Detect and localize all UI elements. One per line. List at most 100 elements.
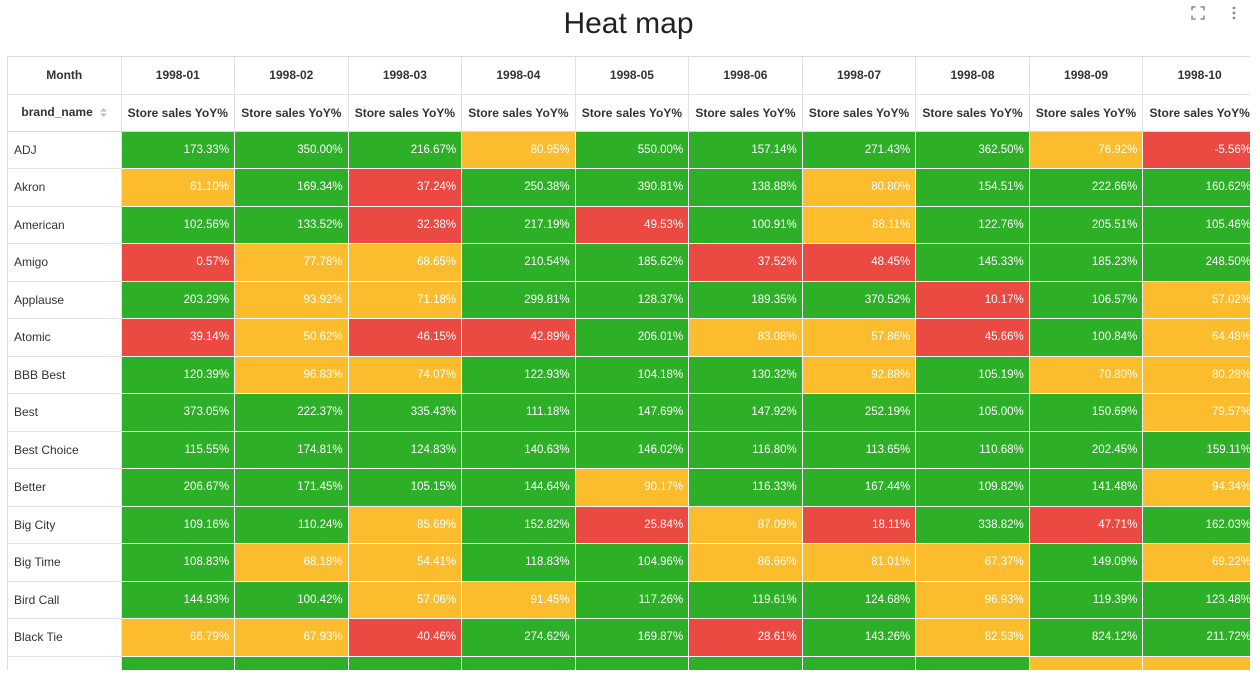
- heatmap-cell[interactable]: 122.93%: [461, 356, 576, 394]
- heatmap-cell[interactable]: 140.63%: [461, 431, 576, 469]
- heatmap-cell[interactable]: 87.09%: [688, 506, 803, 544]
- heatmap-cell[interactable]: 42.89%: [461, 318, 576, 357]
- heatmap-cell[interactable]: 145.33%: [915, 243, 1030, 282]
- heatmap-cell[interactable]: 105.00%: [915, 393, 1030, 432]
- heatmap-cell[interactable]: 100.42%: [234, 581, 349, 619]
- heatmap-cell[interactable]: 250.38%: [461, 168, 576, 207]
- heatmap-cell[interactable]: 157.14%: [688, 131, 803, 169]
- heatmap-cell[interactable]: 205.51%: [1029, 206, 1144, 244]
- heatmap-cell[interactable]: 104.18%: [575, 356, 690, 394]
- heatmap-cell[interactable]: 143.26%: [802, 618, 917, 657]
- heatmap-cell[interactable]: 162.03%: [1142, 506, 1250, 544]
- heatmap-cell[interactable]: 824.12%: [1029, 618, 1144, 657]
- heatmap-cell[interactable]: 274.62%: [461, 618, 576, 657]
- heatmap-cell[interactable]: 113.65%: [802, 431, 917, 469]
- heatmap-cell[interactable]: 159.11%: [1142, 431, 1250, 469]
- heatmap-cell[interactable]: 335.43%: [348, 393, 463, 432]
- heatmap-cell[interactable]: [1029, 656, 1144, 670]
- heatmap-cell[interactable]: 85.69%: [348, 506, 463, 544]
- heatmap-cell[interactable]: 146.02%: [575, 431, 690, 469]
- heatmap-cell[interactable]: 37.52%: [688, 243, 803, 282]
- heatmap-cell[interactable]: 116.80%: [688, 431, 803, 469]
- heatmap-cell[interactable]: 167.44%: [802, 468, 917, 507]
- heatmap-cell[interactable]: 248.50%: [1142, 243, 1250, 282]
- measure-column-header[interactable]: Store sales YoY%: [348, 94, 463, 132]
- heatmap-cell[interactable]: 124.68%: [802, 581, 917, 619]
- heatmap-cell[interactable]: 37.24%: [348, 168, 463, 207]
- heatmap-cell[interactable]: 115.55%: [121, 431, 236, 469]
- measure-column-header[interactable]: Store sales YoY%: [121, 94, 236, 132]
- heatmap-cell[interactable]: 90.17%: [575, 468, 690, 507]
- heatmap-cell[interactable]: 79.57%: [1142, 393, 1250, 432]
- heatmap-cell[interactable]: 216.67%: [348, 131, 463, 169]
- sort-icon[interactable]: [100, 106, 108, 120]
- heatmap-cell[interactable]: 123.48%: [1142, 581, 1250, 619]
- heatmap-cell[interactable]: 105.46%: [1142, 206, 1250, 244]
- heatmap-cell[interactable]: 217.19%: [461, 206, 576, 244]
- heatmap-cell[interactable]: 108.83%: [121, 543, 236, 582]
- heatmap-cell[interactable]: 102.56%: [121, 206, 236, 244]
- heatmap-cell[interactable]: 66.79%: [121, 618, 236, 657]
- heatmap-cell[interactable]: 80.95%: [461, 131, 576, 169]
- heatmap-cell[interactable]: 147.92%: [688, 393, 803, 432]
- heatmap-cell[interactable]: 32.38%: [348, 206, 463, 244]
- heatmap-cell[interactable]: 118.83%: [461, 543, 576, 582]
- heatmap-cell[interactable]: 350.00%: [234, 131, 349, 169]
- heatmap-cell[interactable]: 206.01%: [575, 318, 690, 357]
- heatmap-cell[interactable]: 110.68%: [915, 431, 1030, 469]
- heatmap-cell[interactable]: 10.17%: [915, 281, 1030, 319]
- heatmap-cell[interactable]: 173.33%: [121, 131, 236, 169]
- brand-name-header[interactable]: brand_name: [8, 94, 122, 132]
- measure-column-header[interactable]: Store sales YoY%: [234, 94, 349, 132]
- more-vertical-icon[interactable]: [1225, 4, 1243, 22]
- heatmap-cell[interactable]: 106.57%: [1029, 281, 1144, 319]
- heatmap-cell[interactable]: 152.82%: [461, 506, 576, 544]
- heatmap-cell[interactable]: 71.18%: [348, 281, 463, 319]
- heatmap-cell[interactable]: 338.82%: [915, 506, 1030, 544]
- heatmap-cell[interactable]: 550.00%: [575, 131, 690, 169]
- measure-column-header[interactable]: Store sales YoY%: [915, 94, 1030, 132]
- heatmap-cell[interactable]: 169.87%: [575, 618, 690, 657]
- heatmap-cell[interactable]: 74.07%: [348, 356, 463, 394]
- heatmap-cell[interactable]: 138.88%: [688, 168, 803, 207]
- heatmap-cell[interactable]: 67.37%: [915, 543, 1030, 582]
- heatmap-cell[interactable]: 105.15%: [348, 468, 463, 507]
- heatmap-cell[interactable]: 362.50%: [915, 131, 1030, 169]
- heatmap-cell[interactable]: 116.33%: [688, 468, 803, 507]
- heatmap-cell[interactable]: 57.06%: [348, 581, 463, 619]
- fullscreen-icon[interactable]: [1189, 4, 1207, 22]
- heatmap-cell[interactable]: 82.53%: [915, 618, 1030, 657]
- heatmap-cell[interactable]: 222.66%: [1029, 168, 1144, 207]
- heatmap-cell[interactable]: 122.76%: [915, 206, 1030, 244]
- measure-column-header[interactable]: Store sales YoY%: [575, 94, 690, 132]
- heatmap-cell[interactable]: 76.92%: [1029, 131, 1144, 169]
- heatmap-cell[interactable]: 86.66%: [688, 543, 803, 582]
- heatmap-cell[interactable]: 39.14%: [121, 318, 236, 357]
- heatmap-cell[interactable]: 68.18%: [234, 543, 349, 582]
- heatmap-cell[interactable]: 40.46%: [348, 618, 463, 657]
- heatmap-cell[interactable]: 25.84%: [575, 506, 690, 544]
- heatmap-cell[interactable]: 174.81%: [234, 431, 349, 469]
- heatmap-cell[interactable]: 222.37%: [234, 393, 349, 432]
- heatmap-cell[interactable]: 203.29%: [121, 281, 236, 319]
- heatmap-cell[interactable]: 47.71%: [1029, 506, 1144, 544]
- measure-column-header[interactable]: Store sales YoY%: [1029, 94, 1144, 132]
- heatmap-cell[interactable]: [688, 656, 803, 670]
- heatmap-cell[interactable]: [915, 656, 1030, 670]
- heatmap-cell[interactable]: 49.53%: [575, 206, 690, 244]
- heatmap-cell[interactable]: 100.84%: [1029, 318, 1144, 357]
- heatmap-cell[interactable]: 211.72%: [1142, 618, 1250, 657]
- heatmap-cell[interactable]: 144.93%: [121, 581, 236, 619]
- heatmap-cell[interactable]: 373.05%: [121, 393, 236, 432]
- heatmap-cell[interactable]: 48.45%: [802, 243, 917, 282]
- heatmap-cell[interactable]: 119.61%: [688, 581, 803, 619]
- heatmap-cell[interactable]: 390.81%: [575, 168, 690, 207]
- heatmap-cell[interactable]: 150.69%: [1029, 393, 1144, 432]
- heatmap-cell[interactable]: -5.56%: [1142, 131, 1250, 169]
- heatmap-cell[interactable]: 144.64%: [461, 468, 576, 507]
- heatmap-cell[interactable]: 88.11%: [802, 206, 917, 244]
- heatmap-cell[interactable]: 252.19%: [802, 393, 917, 432]
- heatmap-cell[interactable]: [1142, 656, 1250, 670]
- heatmap-cell[interactable]: [234, 656, 349, 670]
- heatmap-cell[interactable]: 68.65%: [348, 243, 463, 282]
